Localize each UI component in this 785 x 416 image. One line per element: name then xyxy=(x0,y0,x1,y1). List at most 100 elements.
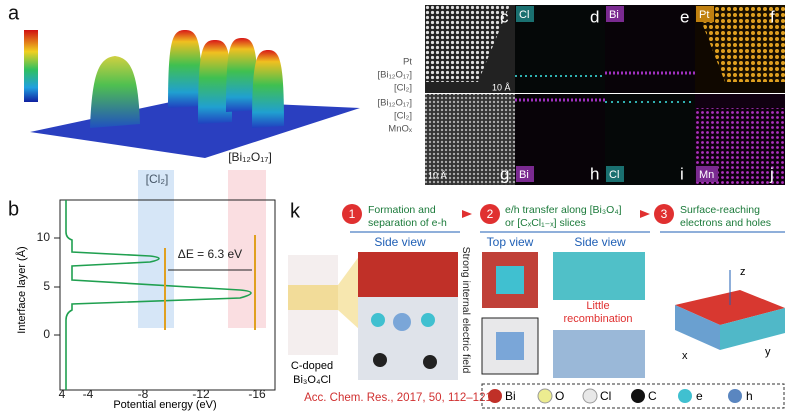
panel-label: d xyxy=(590,7,599,26)
view-label: Side view xyxy=(374,235,426,249)
legend-swatch xyxy=(631,389,645,403)
cl-band xyxy=(138,170,174,328)
field-label: Strong internal electric field xyxy=(460,247,472,374)
scale-bar: 10 Å xyxy=(492,82,511,92)
legend-label: O xyxy=(555,389,564,403)
step-badge xyxy=(480,204,500,224)
y-tick-label: 10 xyxy=(37,230,51,244)
citation: Acc. Chem. Res., 2017, 50, 112–121 xyxy=(304,392,492,404)
carbon xyxy=(423,355,437,369)
panel-label: a xyxy=(8,2,20,24)
legend-swatch xyxy=(728,389,742,403)
peak xyxy=(198,40,232,124)
element-label: Cl xyxy=(609,169,619,181)
panel-label: j xyxy=(769,164,774,183)
legend-label: e xyxy=(696,389,703,403)
peak xyxy=(90,56,140,128)
axis-label: x xyxy=(682,350,688,362)
legend-swatch xyxy=(537,388,553,404)
step-text: Formation and xyxy=(368,204,436,216)
potential-curve xyxy=(65,200,252,390)
layer-label: Pt xyxy=(403,57,412,68)
element-label: Pt xyxy=(699,9,709,21)
zoom xyxy=(338,255,360,330)
layer-label: [Bi₁₂O₁₇] xyxy=(378,98,412,109)
element-tag xyxy=(606,6,624,22)
recombination-label: Little xyxy=(586,300,609,312)
layer-label: [Cl₂] xyxy=(394,111,412,122)
step-text: Surface-reaching xyxy=(680,204,760,216)
element-tag xyxy=(516,166,534,182)
x-tick-label: -8 xyxy=(138,387,149,401)
h-slice xyxy=(496,332,524,360)
view-label: Side view xyxy=(574,235,626,249)
axes-frame xyxy=(59,199,276,391)
panel-label: c xyxy=(500,7,509,26)
legend-label: Cl xyxy=(600,389,611,403)
colorbar xyxy=(24,30,38,102)
legend-swatch xyxy=(582,388,598,404)
legend-swatch xyxy=(678,389,692,403)
layer-label: MnOₓ xyxy=(388,124,413,135)
map-g xyxy=(425,94,515,185)
element-tag xyxy=(606,166,624,182)
arrow xyxy=(462,210,472,218)
y-tick-label: 5 xyxy=(43,279,50,293)
element-tag xyxy=(516,6,534,22)
x-tick-label: -16 xyxy=(248,387,266,401)
delta-annotation: ΔE = 6.3 eV xyxy=(178,247,242,261)
step-text: or [CₓCl₁₋ₓ] slices xyxy=(505,217,586,229)
axis-label: z xyxy=(740,266,746,278)
legend-label: C xyxy=(648,389,657,403)
element-tag xyxy=(696,166,718,182)
plane xyxy=(30,100,360,158)
step-number: 3 xyxy=(661,207,668,221)
element-label: Cl xyxy=(519,9,529,21)
y-axis-label: Interface layer (Å) xyxy=(15,246,28,333)
step-number: 2 xyxy=(487,207,494,221)
lattice xyxy=(425,5,510,82)
material-label: C-doped xyxy=(291,360,333,372)
bi-layer xyxy=(358,252,458,297)
panel-b: b 10 5 0 4 -4 -8 -12 -16 Potential energ… xyxy=(8,198,276,411)
pt-signal xyxy=(695,5,785,82)
highlight xyxy=(288,285,338,310)
panel-label: e xyxy=(680,7,689,26)
layer-annotation: [Cl₂] xyxy=(146,172,169,186)
layer-label: [Bi₁₂O₁₇] xyxy=(378,70,412,81)
x-tick-label: -12 xyxy=(192,387,210,401)
panel-a: a [Cl₂] [Bi₁₂O₁₇] xyxy=(8,2,360,186)
recombination-label: recombination xyxy=(563,313,632,325)
layer-label: [Cl₂] xyxy=(394,83,412,94)
layer-annotation: [Bi₁₂O₁₇] xyxy=(228,150,272,164)
panel-label: f xyxy=(770,7,775,26)
element-tag xyxy=(696,6,714,22)
x-tick-label: -4 xyxy=(83,387,94,401)
electron xyxy=(421,313,435,327)
step-badge xyxy=(342,204,362,224)
panel-k: k 1 Formation and separation of e-h 2 e/… xyxy=(288,200,785,409)
panel-label: i xyxy=(680,164,684,183)
material-label: Bi₃O₄Cl xyxy=(293,374,331,386)
axis-label: y xyxy=(765,346,771,358)
slab-side xyxy=(675,305,720,350)
e-slice xyxy=(496,266,524,294)
view-label: Top view xyxy=(487,235,534,249)
step-text: separation of e-h xyxy=(368,217,447,229)
peak xyxy=(252,50,284,128)
legend-box xyxy=(481,383,785,409)
side-view xyxy=(553,252,645,300)
panel-label: h xyxy=(590,164,599,183)
panel-label: b xyxy=(8,198,19,220)
slab-top xyxy=(675,290,785,325)
panel-label: g xyxy=(500,164,509,183)
x-tick-label: 4 xyxy=(59,387,66,401)
arrow xyxy=(640,210,650,218)
y-tick-label: 0 xyxy=(43,327,50,341)
step-badge xyxy=(654,204,674,224)
element-label: Mn xyxy=(699,169,714,181)
electron xyxy=(371,313,385,327)
legend-label: h xyxy=(746,389,753,403)
